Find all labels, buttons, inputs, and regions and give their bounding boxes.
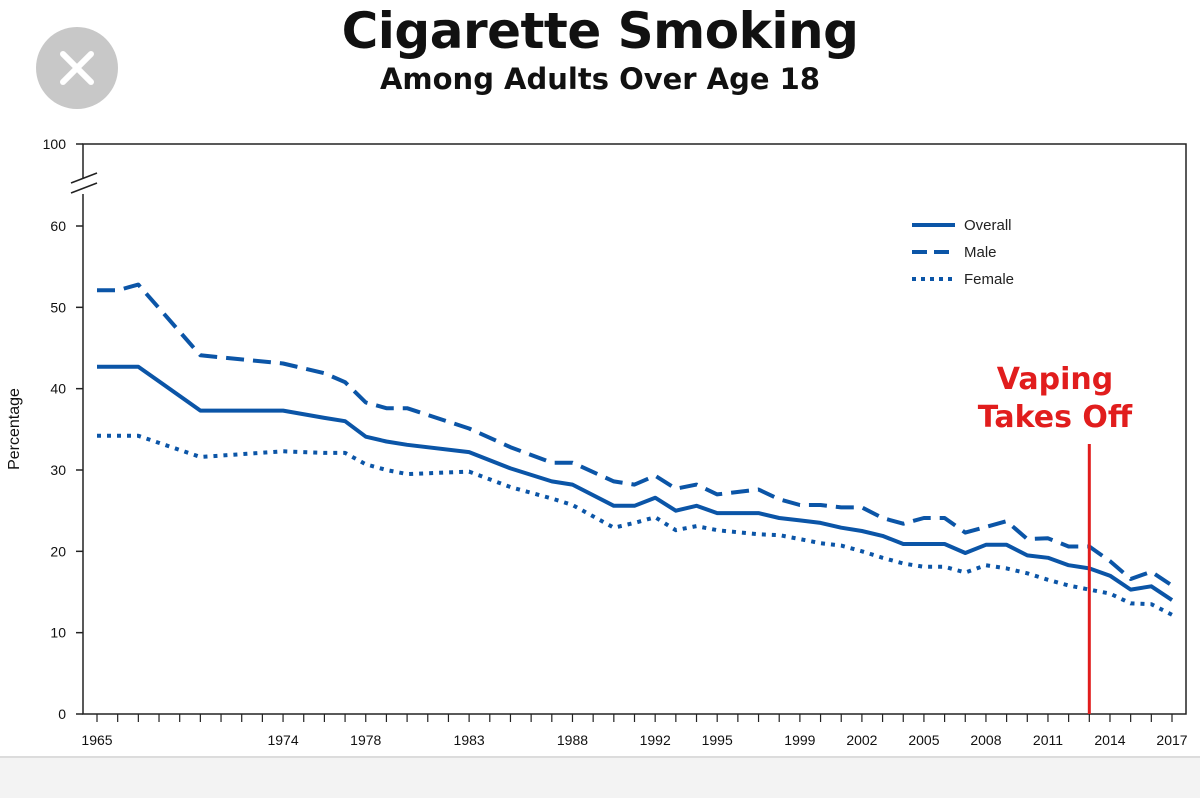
x-tick-label: 1983: [454, 732, 485, 748]
legend-label-overall: Overall: [964, 217, 1012, 234]
chart-subtitle: Among Adults Over Age 18: [379, 62, 821, 96]
x-tick-label: 1978: [350, 732, 381, 748]
y-tick-label: 10: [50, 625, 66, 641]
series-line-female: [97, 433, 1173, 617]
y-tick-label: 60: [50, 218, 66, 234]
x-tick-label: 1999: [784, 732, 815, 748]
x-tick-label: 1992: [640, 732, 671, 748]
y-tick-label: 20: [50, 543, 66, 559]
y-tick-label: 40: [50, 381, 66, 397]
x-tick-label: 2011: [1033, 732, 1063, 748]
series-line-male: [97, 282, 1174, 588]
y-axis-break: [70, 172, 100, 194]
annotation-label-line1: Vaping: [997, 362, 1113, 397]
x-tick-label: 2005: [908, 732, 939, 748]
x-tick-label: 2008: [970, 732, 1001, 748]
x-axis: 1965 1974 1978 1983 1988 1992 1995 1999 2002 2005…: [81, 714, 1188, 748]
y-tick-label: 30: [50, 462, 66, 478]
y-tick-label: 0: [58, 706, 66, 722]
legend: Overall Male Female: [912, 217, 1014, 288]
bottom-bar: [0, 756, 1200, 798]
y-axis: 0 10 20 30 40 50 60 100: [43, 136, 83, 722]
x-tick-label: 1974: [267, 732, 298, 748]
close-icon: [60, 51, 94, 85]
legend-label-male: Male: [964, 244, 997, 261]
x-tick-label: 2017: [1156, 732, 1187, 748]
x-tick-label: 1965: [81, 732, 112, 748]
y-tick-label: 100: [43, 136, 67, 152]
series-layer: [97, 282, 1174, 617]
x-tick-label: 2014: [1094, 732, 1125, 748]
x-tick-label: 1995: [702, 732, 733, 748]
chart-title: Cigarette Smoking: [341, 2, 859, 60]
series-line-overall: [97, 364, 1174, 602]
y-tick-label: 50: [50, 299, 66, 315]
y-axis-label: Percentage: [6, 388, 23, 470]
annotation-label-line2: Takes Off: [978, 400, 1133, 435]
legend-label-female: Female: [964, 271, 1014, 288]
x-tick-label: 1988: [557, 732, 588, 748]
close-button[interactable]: [36, 27, 118, 109]
x-tick-label: 2002: [846, 732, 877, 748]
